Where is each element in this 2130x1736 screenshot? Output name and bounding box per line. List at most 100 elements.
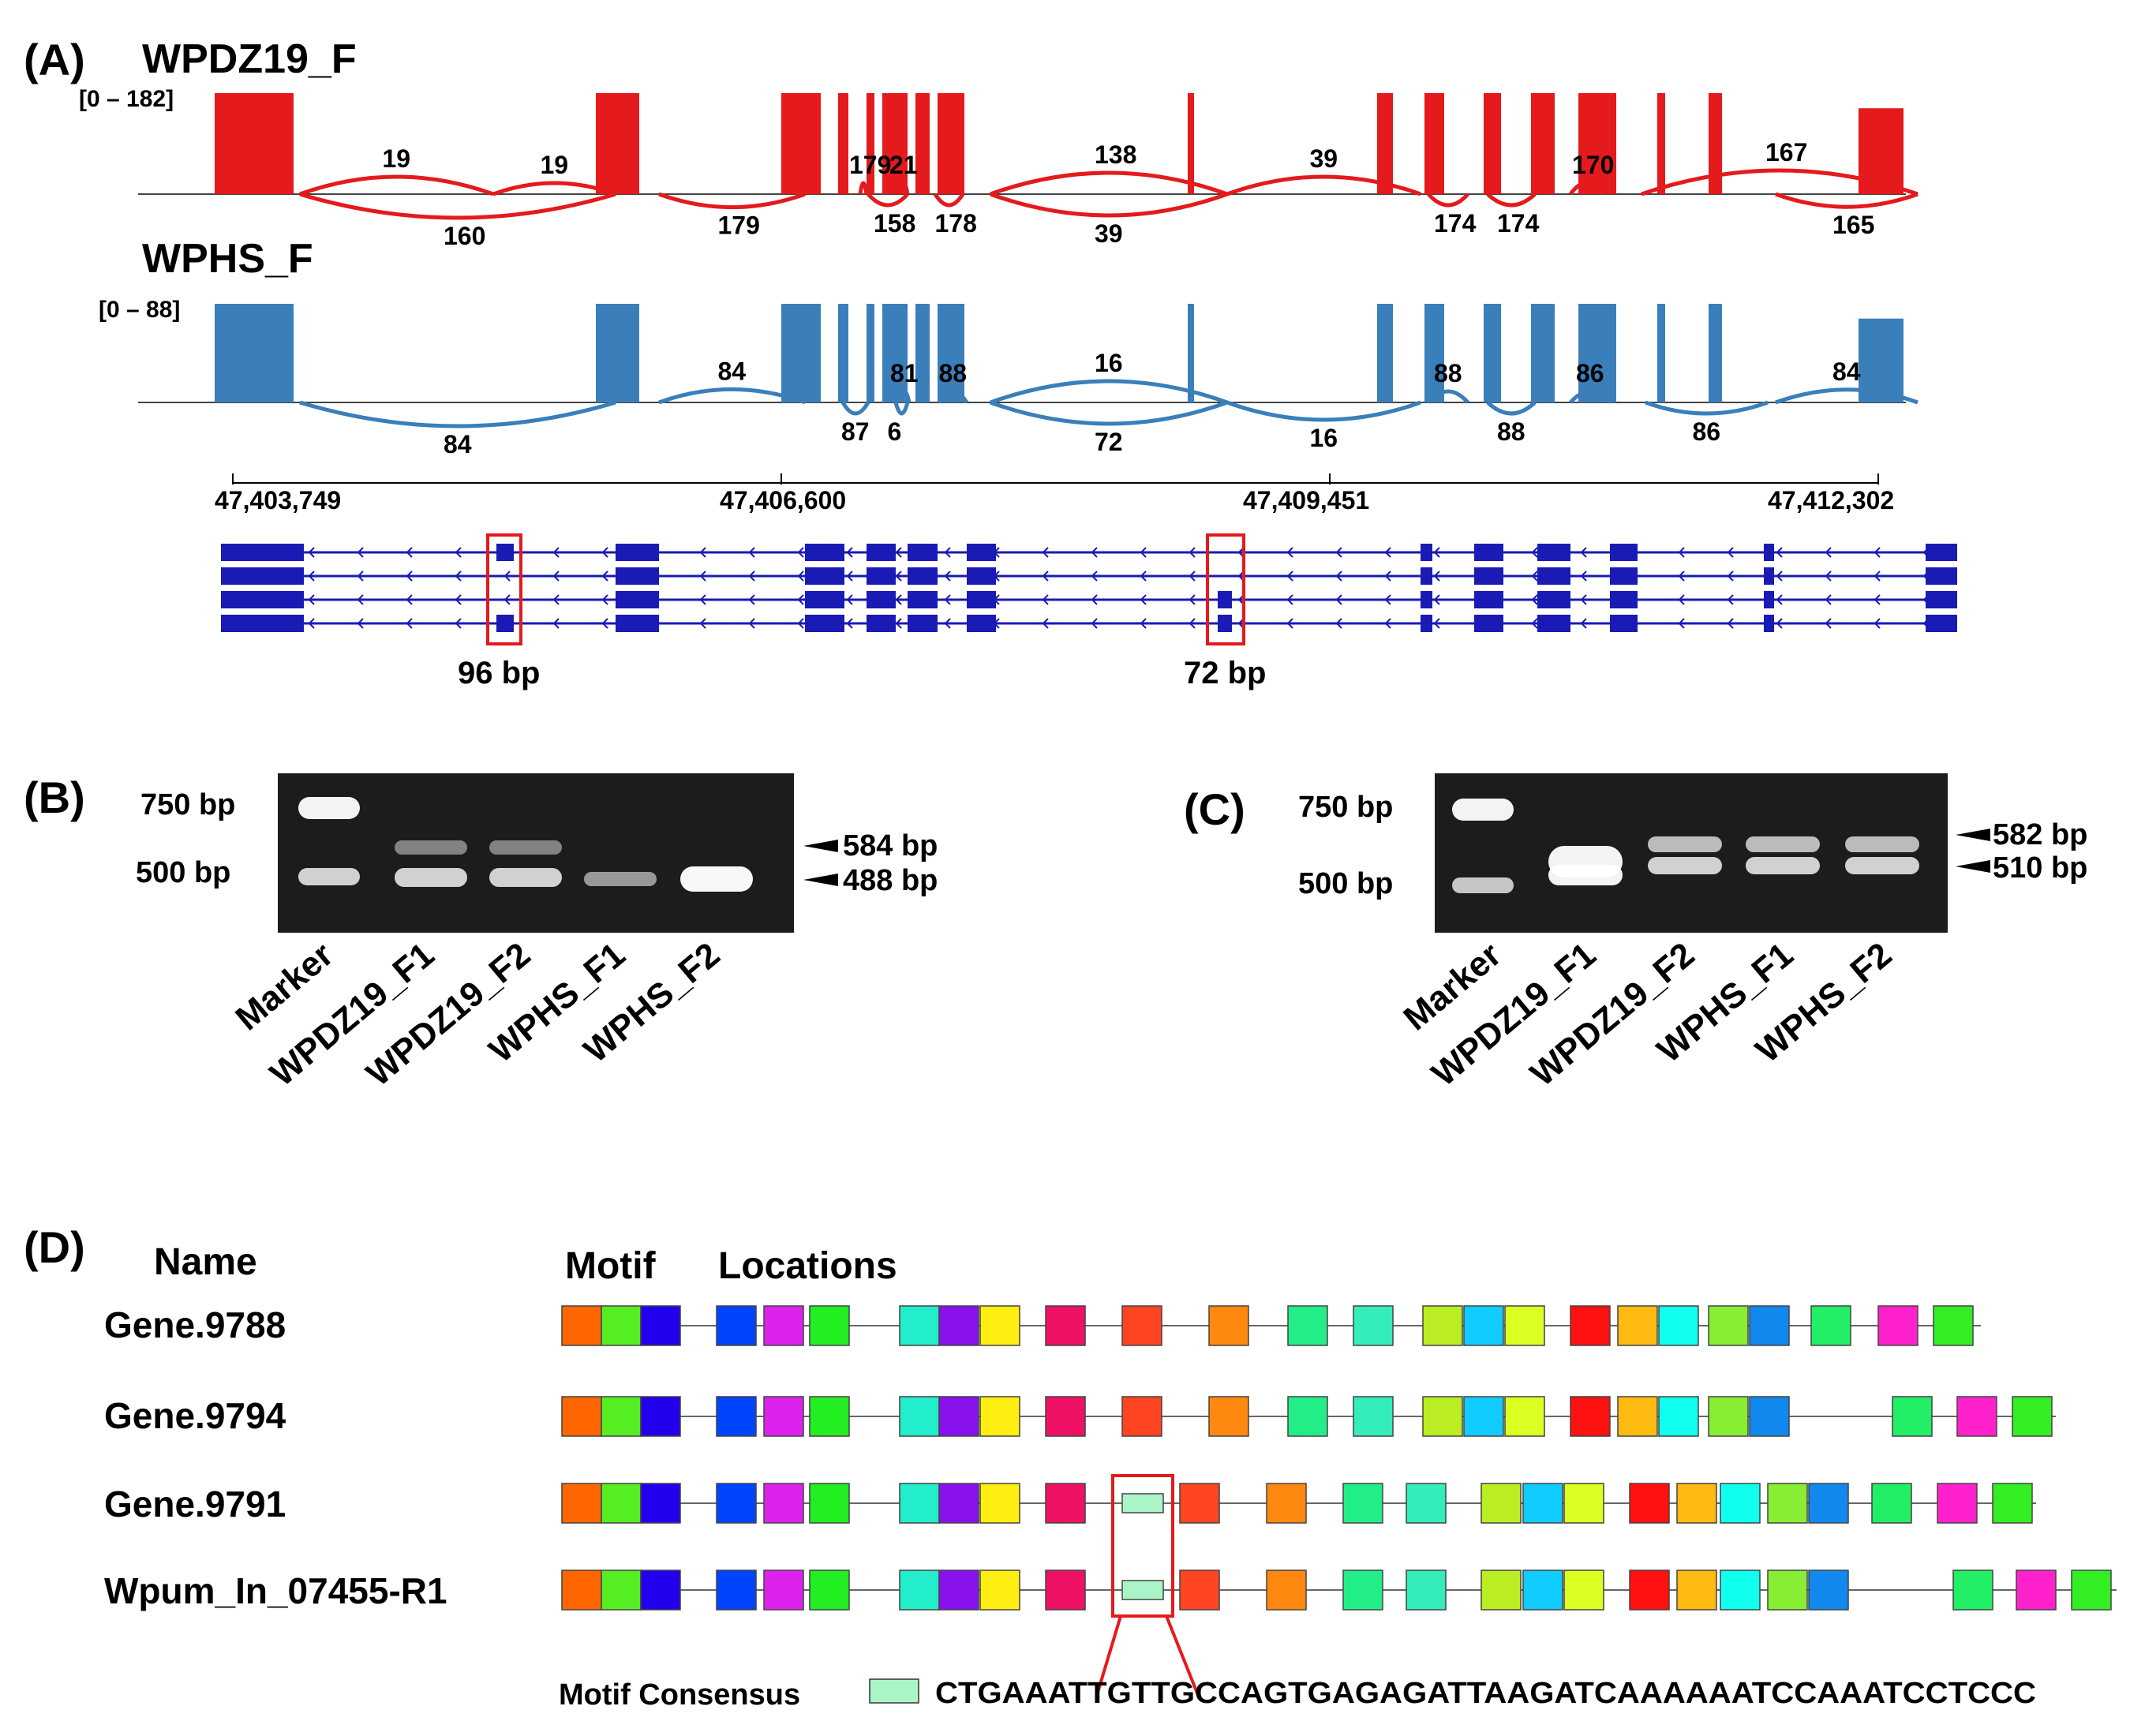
strand-arrow [1727, 594, 1734, 605]
motif-box [809, 1305, 850, 1346]
consensus-label: Motif Consensus [559, 1678, 800, 1712]
motif-box [1287, 1305, 1328, 1346]
motif-box [938, 1570, 979, 1611]
motif-box [1808, 1570, 1849, 1611]
motif-box [1045, 1305, 1086, 1346]
exon [908, 591, 938, 608]
locations-header: Locations [718, 1245, 897, 1287]
strand-arrow [1531, 571, 1538, 582]
junction-count: 16 [1095, 349, 1123, 377]
exon [616, 591, 659, 608]
motif-box [1342, 1570, 1383, 1611]
track-1-name: WPDZ19_F [142, 36, 357, 82]
exon [1764, 544, 1774, 561]
motif-box [899, 1396, 940, 1437]
strand-arrow [1189, 571, 1196, 582]
strand-arrow [1531, 594, 1538, 605]
junction-count: 19 [541, 151, 569, 179]
junction-count: 138 [1095, 140, 1136, 169]
strand-arrow [1874, 571, 1881, 582]
exon [967, 544, 996, 561]
coverage-bar [882, 93, 908, 194]
motif-box [1676, 1483, 1717, 1524]
exon [805, 567, 844, 585]
exon [221, 615, 304, 632]
strand-arrow [797, 594, 804, 605]
strand-arrow [846, 594, 853, 605]
strand-arrow [846, 571, 853, 582]
junction-arc [1775, 387, 1918, 405]
strand-arrow [1776, 594, 1783, 605]
junction-arc [492, 181, 616, 196]
exon-72bp [1218, 591, 1232, 608]
motif-box [809, 1396, 850, 1437]
motif-box [1570, 1305, 1611, 1346]
strand-arrow [455, 594, 462, 605]
gel-c-marker-500: 500 bp [1298, 867, 1393, 900]
exon [1421, 591, 1432, 608]
junction-arc [1427, 389, 1469, 404]
strand-arrow [1531, 618, 1538, 629]
gel-band [395, 868, 467, 887]
motif-box [601, 1305, 642, 1346]
strand-arrow [1140, 547, 1147, 558]
junction-arc [658, 192, 806, 210]
coverage-bar [915, 93, 930, 194]
strand-arrow [308, 594, 315, 605]
motif-box [938, 1396, 979, 1437]
strand-arrow [944, 571, 951, 582]
strand-arrow [1580, 547, 1587, 558]
exon [1537, 591, 1570, 608]
gene-model [221, 544, 1957, 632]
motif-box [1121, 1305, 1162, 1346]
strand-arrow [699, 571, 706, 582]
strand-arrow [1286, 618, 1293, 629]
strand-arrow [1335, 618, 1342, 629]
junction-arc [990, 400, 1228, 426]
gel-b-band-584: 584 bp [843, 829, 938, 862]
exon [1474, 567, 1503, 585]
strand-arrow [503, 594, 511, 605]
exon [221, 544, 304, 561]
arrow-584 [803, 840, 838, 852]
gel-band [584, 872, 657, 886]
strand-arrow [1433, 618, 1440, 629]
strand-arrow [1874, 594, 1881, 605]
gel-band [489, 868, 562, 887]
motif-box [899, 1570, 940, 1611]
coverage-bar [596, 93, 639, 194]
strand-arrow [748, 571, 755, 582]
panel-b: (B) 750 bp 500 bp 584 bp 488 bp MarkerWP… [24, 773, 938, 1094]
exon [1926, 615, 1957, 632]
gel-band [298, 797, 360, 819]
motif-box [1266, 1570, 1307, 1611]
strand-arrow [1091, 571, 1098, 582]
gel-b-marker-750: 750 bp [140, 788, 235, 821]
junction-count: 170 [1572, 151, 1614, 179]
gel-band [1452, 799, 1514, 821]
exon [221, 591, 304, 608]
exon [1764, 615, 1774, 632]
strand-arrow [552, 594, 560, 605]
junction-count: 165 [1832, 211, 1874, 239]
strand-arrow [1189, 594, 1196, 605]
arrow-582 [1956, 829, 1990, 841]
motif-box [1933, 1305, 1974, 1346]
axis-tick-4: 47,412,302 [1768, 486, 1894, 514]
motif-box [1767, 1570, 1808, 1611]
coverage-bar [1188, 304, 1194, 402]
exon [908, 615, 938, 632]
coverage-bar [1531, 304, 1555, 402]
coverage-bar [1578, 93, 1616, 194]
strand-arrow [357, 594, 364, 605]
motif-box [1956, 1396, 1997, 1437]
coverage-bar [1424, 93, 1444, 194]
coverage-bar [867, 93, 874, 194]
coverage-bar [938, 93, 964, 194]
junction-arc [299, 174, 494, 196]
motif-box [938, 1483, 979, 1524]
strand-arrow [1825, 594, 1832, 605]
strand-arrow [944, 547, 951, 558]
